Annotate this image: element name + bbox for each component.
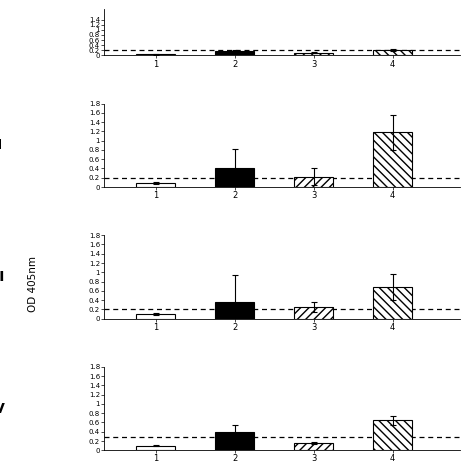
- Bar: [294, 443, 333, 450]
- Text: IV: IV: [0, 401, 6, 416]
- Text: OD 405nm: OD 405nm: [28, 256, 38, 312]
- Bar: [373, 50, 412, 55]
- Bar: [294, 53, 333, 55]
- Bar: [294, 177, 333, 187]
- Bar: [373, 420, 412, 450]
- Bar: [215, 302, 255, 319]
- Bar: [215, 51, 255, 55]
- Bar: [136, 54, 175, 55]
- Bar: [136, 183, 175, 187]
- Bar: [136, 446, 175, 450]
- Bar: [373, 132, 412, 187]
- Bar: [294, 307, 333, 319]
- Bar: [215, 432, 255, 450]
- Bar: [373, 287, 412, 319]
- Bar: [215, 168, 255, 187]
- Text: II: II: [0, 138, 3, 152]
- Text: III: III: [0, 270, 5, 284]
- Bar: [136, 314, 175, 319]
